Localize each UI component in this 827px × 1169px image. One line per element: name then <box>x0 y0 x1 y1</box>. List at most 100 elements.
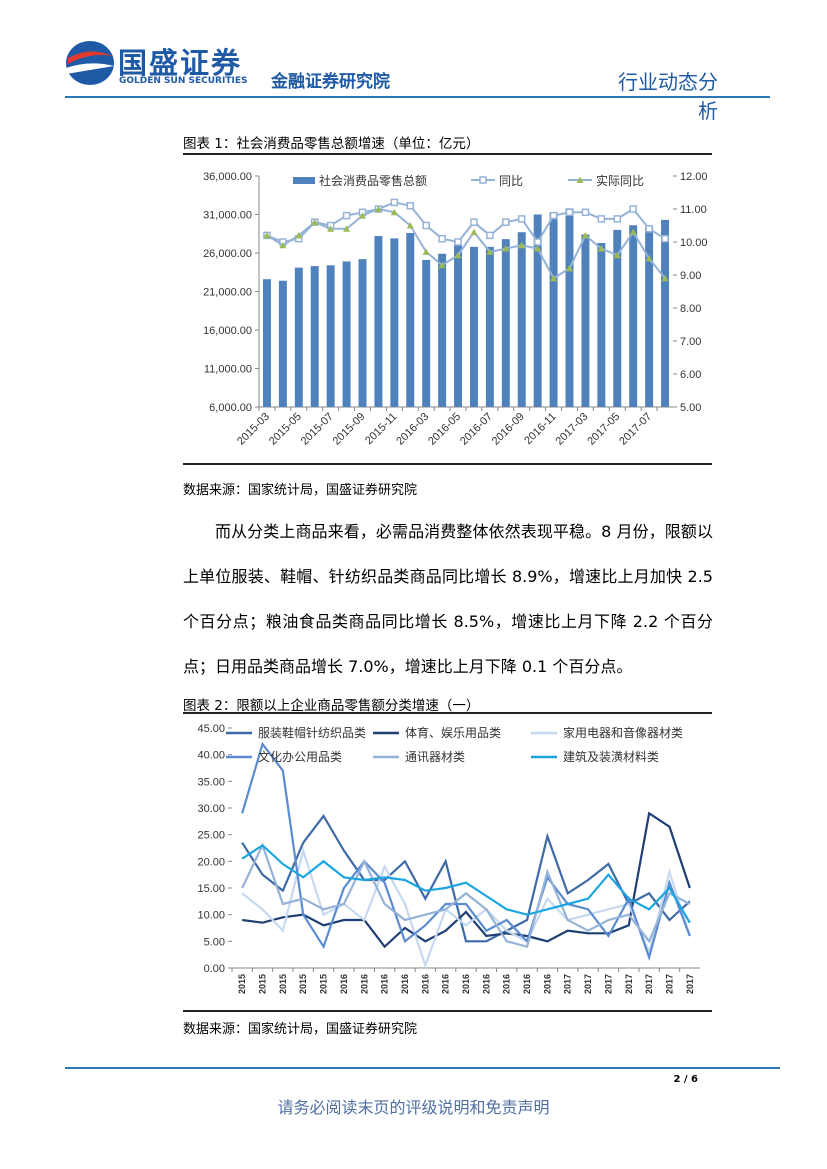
point <box>645 225 653 233</box>
bar <box>422 259 431 407</box>
point <box>374 205 382 212</box>
point <box>406 222 414 229</box>
point <box>438 261 446 269</box>
y-tick-label: 30.00 <box>197 803 225 815</box>
point <box>470 218 478 226</box>
legend-label: 社会消费品零售总额 <box>319 173 427 188</box>
point <box>597 245 605 252</box>
x-tick-label: 2017-07 <box>617 411 654 448</box>
legend-label: 通讯器材类 <box>405 750 465 764</box>
bar <box>517 232 526 407</box>
point <box>359 212 366 219</box>
legend-label: 同比 <box>499 174 523 188</box>
legend-swatch <box>293 177 315 184</box>
x-tick-label: 2015-11 <box>363 411 399 447</box>
x-tick-label: 2016 <box>461 974 471 994</box>
bar <box>278 280 287 407</box>
x-tick-label: 2016 <box>400 974 410 994</box>
x-tick-label: 2016-05 <box>426 411 463 448</box>
figure-source: 数据来源：国家统计局，国盛证券研究院 <box>183 1022 418 1037</box>
y-tick-label: 40.00 <box>197 750 225 762</box>
point <box>390 208 398 216</box>
point <box>327 225 335 232</box>
x-tick-label: 2017-03 <box>554 411 591 448</box>
point <box>613 251 621 259</box>
bar <box>629 225 638 407</box>
y-tick-label: 5.00 <box>204 936 225 948</box>
bar <box>565 208 574 407</box>
logo-subtitle: GOLDEN SUN SECURITIES <box>119 76 248 86</box>
bar <box>342 261 351 407</box>
y-tick-label: 7.00 <box>680 336 701 348</box>
x-tick-label: 2015-05 <box>267 411 304 448</box>
point <box>566 264 573 272</box>
y-tick-label: 5.00 <box>680 402 701 414</box>
point <box>479 176 487 184</box>
x-tick-label: 2015-07 <box>299 411 336 448</box>
y-tick-label: 36,000.00 <box>203 171 252 183</box>
x-tick-label: 2017 <box>664 974 674 994</box>
point <box>629 205 637 213</box>
point <box>565 208 574 217</box>
point <box>295 231 303 239</box>
legend-label: 服装鞋帽针纺织品类 <box>258 725 366 740</box>
bar <box>485 246 494 407</box>
point <box>613 215 622 223</box>
x-tick-label: 2017 <box>624 974 634 994</box>
y-tick-label: 6,000.00 <box>209 402 252 414</box>
logo-text: 国盛证券 <box>118 46 243 80</box>
bar <box>326 265 335 407</box>
figure-rule <box>183 463 712 465</box>
line <box>241 846 691 969</box>
point <box>502 218 510 226</box>
point <box>486 231 494 240</box>
line <box>241 814 691 943</box>
y-tick-label: 6.00 <box>680 369 701 381</box>
line <box>242 811 691 949</box>
y-tick-label: 8.00 <box>680 303 701 315</box>
x-tick-label: 2017-05 <box>585 411 622 448</box>
point <box>454 238 462 246</box>
y-tick-label: 35.00 <box>197 776 225 788</box>
legend-label: 体育、娱乐用品类 <box>405 725 501 740</box>
x-tick-label: 2016 <box>481 974 491 994</box>
point <box>342 211 351 220</box>
x-tick-label: 2015 <box>298 974 308 994</box>
bar <box>549 212 558 407</box>
y-tick-label: 21,000.00 <box>203 287 252 299</box>
figure-caption: 图表 1：社会消费品零售总额增速（单位：亿元） <box>183 136 480 152</box>
bar <box>613 229 622 407</box>
point <box>343 225 351 232</box>
x-tick-label: 2016 <box>441 974 451 994</box>
bar <box>645 226 654 407</box>
line <box>241 741 691 962</box>
point <box>629 228 637 236</box>
x-tick-label: 2016 <box>502 974 512 994</box>
chart: 0.00 5.00 10.00 15.00 20.00 25.00 30.00 35.00 40… <box>197 723 700 994</box>
legend-label: 建筑及装潢材料类 <box>563 749 659 764</box>
bar <box>390 238 399 407</box>
bar <box>374 236 383 407</box>
footer-rule <box>65 1067 780 1069</box>
bar <box>358 259 367 407</box>
point <box>581 208 590 217</box>
y-tick-label: 0.00 <box>204 963 225 975</box>
figure-rule <box>183 712 712 714</box>
page-number: 2 / 6 <box>673 1074 698 1085</box>
y-tick-label: 20.00 <box>197 856 225 868</box>
point <box>534 245 542 252</box>
point <box>486 248 494 255</box>
bar <box>406 232 415 407</box>
y-tick-label: 15.00 <box>197 883 225 895</box>
bar <box>310 266 319 407</box>
x-tick-label: 2016 <box>542 974 552 994</box>
x-tick-label: 2015 <box>237 974 247 994</box>
bar <box>262 279 271 407</box>
x-tick-label: 2016 <box>380 974 390 994</box>
x-tick-label: 2017 <box>603 974 613 994</box>
y-tick-label: 11,000.00 <box>204 364 252 376</box>
point <box>454 251 462 259</box>
point <box>645 255 653 262</box>
x-tick-label: 2015-09 <box>331 411 368 448</box>
